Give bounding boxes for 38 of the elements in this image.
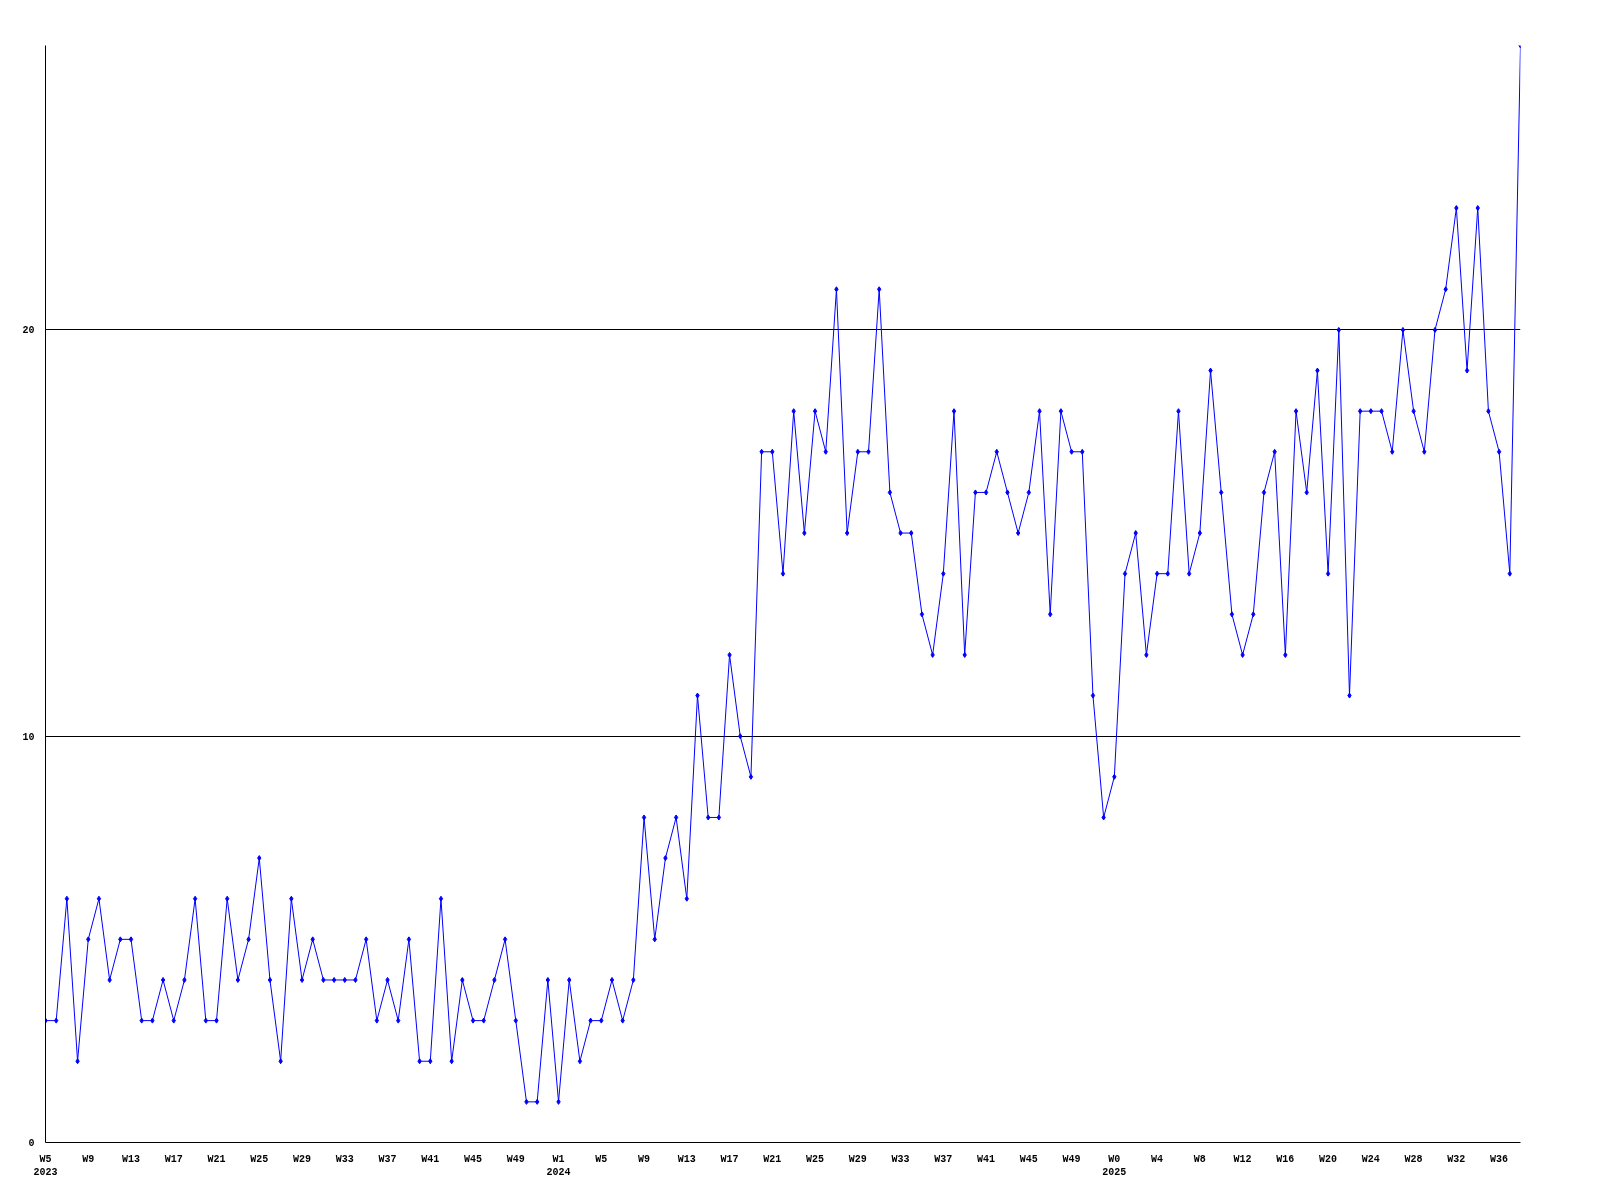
x-tick-label: W33 bbox=[891, 1153, 910, 1165]
x-tick-label: W13 bbox=[677, 1153, 696, 1165]
x-tick-label: W4 bbox=[1151, 1153, 1164, 1165]
x-tick-label: W5 bbox=[595, 1153, 608, 1165]
x-tick-label: W37 bbox=[934, 1153, 953, 1165]
x-tick-label: W37 bbox=[378, 1153, 397, 1165]
x-tick-label: W9 bbox=[82, 1153, 95, 1165]
x-tick-label: W25 bbox=[806, 1153, 825, 1165]
x-tick-label: W45 bbox=[464, 1153, 483, 1165]
x-tick-label: W17 bbox=[164, 1153, 183, 1165]
x-tick-label: W21 bbox=[207, 1153, 226, 1165]
y-tick-label: 0 bbox=[28, 1138, 35, 1149]
x-tick-label: W12 bbox=[1233, 1153, 1252, 1165]
x-tick-label: W32 bbox=[1447, 1153, 1466, 1165]
x-tick-label: W45 bbox=[1019, 1153, 1038, 1165]
x-tick-label: W1 2024 bbox=[546, 1153, 571, 1178]
x-tick-label: W16 bbox=[1276, 1153, 1295, 1165]
x-tick-label: W49 bbox=[1062, 1153, 1081, 1165]
x-tick-label: W41 bbox=[421, 1153, 440, 1165]
x-tick-label: W33 bbox=[335, 1153, 354, 1165]
x-tick-label: W24 bbox=[1361, 1153, 1380, 1165]
x-tick-label: W21 bbox=[763, 1153, 782, 1165]
x-tick-label: W9 bbox=[638, 1153, 651, 1165]
x-tick-label: W8 bbox=[1193, 1153, 1206, 1165]
x-tick-label: W20 bbox=[1319, 1153, 1338, 1165]
x-tick-label: W36 bbox=[1490, 1153, 1509, 1165]
x-tick-label: W13 bbox=[122, 1153, 141, 1165]
y-tick-label: 10 bbox=[22, 731, 35, 743]
x-tick-label: W28 bbox=[1404, 1153, 1423, 1165]
x-tick-label: W41 bbox=[977, 1153, 996, 1165]
x-tick-label: W25 bbox=[250, 1153, 269, 1165]
x-tick-label: W29 bbox=[848, 1153, 867, 1165]
x-tick-label: W5 2023 bbox=[33, 1153, 58, 1178]
x-tick-label: W29 bbox=[293, 1153, 312, 1165]
x-tick-label: W49 bbox=[506, 1153, 525, 1165]
x-tick-label: W0 2025 bbox=[1102, 1153, 1127, 1178]
x-tick-label: W17 bbox=[720, 1153, 739, 1165]
y-tick-label: 20 bbox=[22, 325, 35, 337]
